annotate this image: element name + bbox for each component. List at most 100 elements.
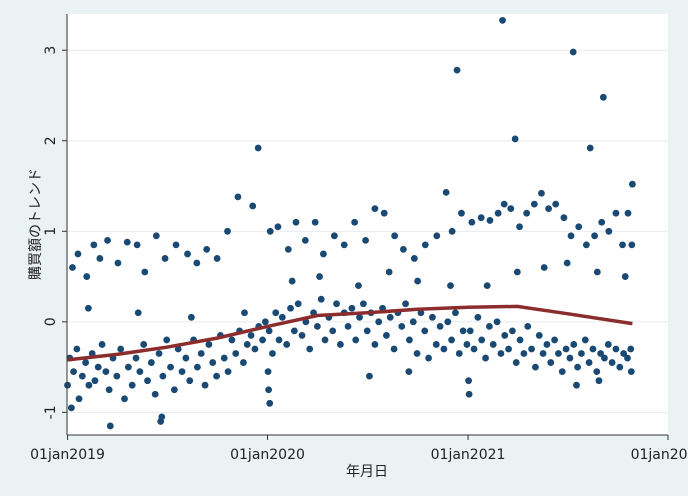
data-point <box>159 372 167 380</box>
data-point <box>344 322 352 330</box>
x-tick-label: 01jan2022 <box>631 447 688 463</box>
data-point <box>243 341 251 348</box>
data-point <box>598 218 606 226</box>
data-point <box>205 341 213 348</box>
data-point <box>528 345 535 353</box>
data-point <box>321 336 329 344</box>
data-point <box>228 336 236 344</box>
data-point <box>91 377 99 385</box>
data-point <box>391 232 399 240</box>
data-point <box>569 48 577 56</box>
axes <box>66 14 668 436</box>
data-point <box>356 313 363 321</box>
data-point <box>152 232 160 240</box>
data-point <box>466 327 474 335</box>
data-point <box>336 341 344 348</box>
data-point <box>283 341 291 348</box>
data-point <box>284 245 292 253</box>
data-point <box>520 350 528 357</box>
data-point <box>406 336 413 344</box>
data-point <box>136 368 144 376</box>
data-point <box>161 255 169 262</box>
data-point <box>85 381 93 389</box>
data-point <box>574 363 582 371</box>
data-point <box>329 327 337 335</box>
data-point <box>151 390 159 398</box>
data-point <box>272 309 280 317</box>
data-point <box>163 336 171 344</box>
data-point <box>269 350 276 357</box>
data-point <box>512 359 520 366</box>
y-tick-label: 2 <box>43 136 59 145</box>
data-point <box>458 209 465 217</box>
data-point <box>359 300 367 308</box>
data-point <box>128 381 136 389</box>
data-point <box>551 336 558 344</box>
data-point <box>203 245 211 253</box>
data-point <box>319 250 327 258</box>
data-point <box>621 273 629 280</box>
data-point <box>141 268 149 276</box>
data-point <box>507 205 515 213</box>
data-point <box>316 273 323 280</box>
data-point <box>144 377 151 385</box>
data-point <box>448 227 456 235</box>
data-point <box>413 350 421 357</box>
data-point <box>275 336 283 344</box>
data-point <box>313 322 321 330</box>
data-point <box>465 377 472 385</box>
data-point <box>247 332 255 339</box>
data-point <box>543 341 551 348</box>
data-point <box>114 259 122 267</box>
data-point <box>509 327 516 335</box>
data-point <box>597 350 605 357</box>
data-point <box>294 300 302 308</box>
data-point <box>578 350 585 357</box>
data-point <box>73 345 81 353</box>
data-point <box>627 345 635 353</box>
data-point <box>292 218 300 226</box>
data-point <box>390 345 398 353</box>
data-point <box>482 354 489 362</box>
data-point <box>499 16 506 24</box>
y-tick-label: 1 <box>43 227 59 236</box>
data-point <box>104 236 111 244</box>
data-point <box>170 386 178 394</box>
data-point <box>570 341 578 348</box>
data-point <box>158 413 166 421</box>
data-point <box>383 332 390 339</box>
data-point <box>106 422 114 430</box>
data-point <box>75 395 83 403</box>
data-point <box>399 245 407 253</box>
data-point <box>562 345 570 353</box>
y-ticks: -1 0 1 2 3 <box>43 46 67 419</box>
data-point <box>290 327 298 335</box>
data-point <box>624 209 632 217</box>
data-point <box>241 309 248 317</box>
data-point <box>94 363 102 371</box>
data-point <box>601 354 608 362</box>
data-point <box>535 332 543 339</box>
data-point <box>453 66 461 74</box>
data-point <box>552 200 560 208</box>
data-point <box>455 350 463 357</box>
data-point <box>586 144 594 152</box>
data-point <box>213 255 221 262</box>
data-point <box>620 350 628 357</box>
data-point <box>90 241 98 249</box>
data-point <box>494 209 502 217</box>
data-point <box>69 264 76 271</box>
data-point <box>105 386 113 394</box>
data-point <box>172 241 180 249</box>
data-point <box>616 363 624 371</box>
data-point <box>117 345 125 353</box>
data-point <box>254 144 262 152</box>
data-point <box>333 300 340 308</box>
data-point <box>402 300 409 308</box>
data-point <box>429 313 436 321</box>
data-point <box>140 341 148 348</box>
data-point <box>612 209 620 217</box>
data-point <box>274 223 282 231</box>
data-point <box>558 368 566 376</box>
